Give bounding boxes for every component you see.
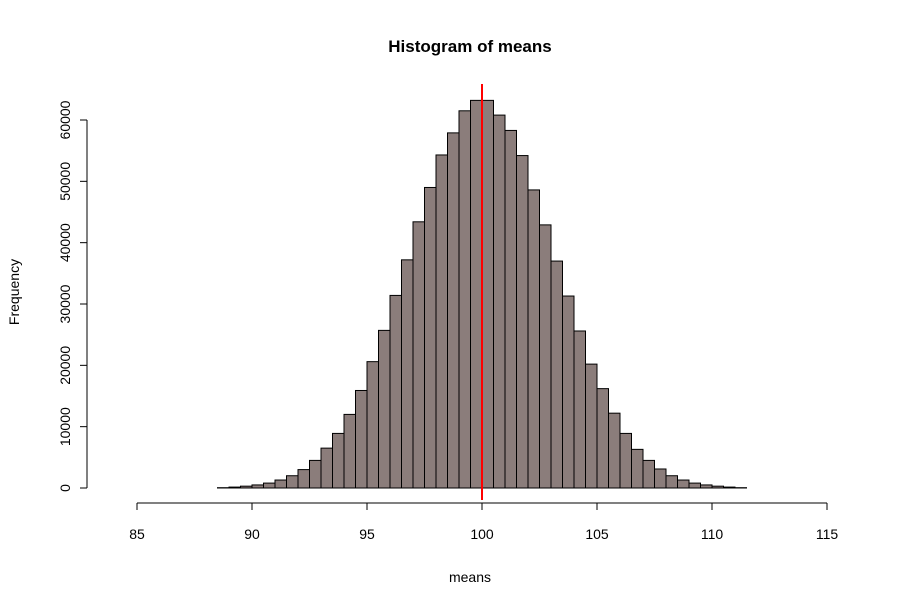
histogram-bar (608, 412, 621, 489)
x-tick-label: 85 (129, 526, 145, 542)
x-tick-label: 105 (585, 526, 609, 542)
x-axis-label: means (449, 569, 491, 585)
histogram-bar (596, 388, 609, 489)
x-tick-label: 115 (816, 526, 839, 542)
histogram-bar (286, 475, 299, 489)
y-axis: 0 10000 20000 30000 40000 50000 60000 (57, 100, 88, 492)
histogram-bar (665, 475, 678, 489)
histogram-bar (723, 486, 736, 489)
histogram-bar (263, 482, 276, 489)
histogram-bar (228, 486, 241, 489)
x-tick-label: 100 (470, 526, 494, 542)
y-tick-label: 20000 (57, 346, 73, 385)
histogram-bar (320, 447, 333, 489)
histogram-bar (332, 432, 345, 489)
histogram-bar (424, 186, 437, 489)
histogram-bar (711, 485, 724, 489)
histogram-bar (619, 432, 632, 489)
y-tick-label: 0 (57, 484, 73, 492)
x-tick-label: 95 (359, 526, 375, 542)
x-tick-label: 90 (244, 526, 260, 542)
histogram-bar (550, 260, 563, 489)
histogram-bar (389, 294, 402, 489)
histogram-bar (297, 469, 310, 489)
x-axis: 85 90 95 100 105 110 115 (129, 502, 839, 542)
histogram-bar (309, 459, 322, 489)
histogram-bar (435, 154, 448, 489)
histogram-bar (585, 363, 598, 489)
histogram-bar (573, 330, 586, 489)
histogram-bar (504, 129, 517, 489)
histogram-bar (470, 99, 483, 489)
histogram-bar (654, 468, 667, 489)
histogram-bar (240, 485, 253, 489)
histogram-bar (700, 484, 713, 489)
x-tick-label: 110 (701, 526, 724, 542)
histogram-bar (642, 459, 655, 489)
y-tick-label: 30000 (57, 284, 73, 323)
histogram-bar (366, 361, 379, 489)
histogram-bar (343, 413, 356, 489)
histogram-bar (447, 132, 460, 489)
chart-title: Histogram of means (388, 37, 551, 56)
y-tick-label: 50000 (57, 162, 73, 201)
histogram-bar (539, 224, 552, 489)
histogram-bar (458, 110, 471, 489)
histogram-bar (355, 389, 368, 489)
histogram-bar (631, 448, 644, 489)
histogram-bar (688, 482, 701, 489)
histogram-bar (412, 221, 425, 489)
histogram-bar (401, 259, 414, 489)
histogram-bar (378, 329, 391, 489)
y-tick-label: 60000 (57, 100, 73, 139)
histogram-bar (251, 484, 264, 489)
histogram-bar (481, 99, 494, 489)
histogram-bar (677, 479, 690, 489)
y-tick-label: 40000 (57, 223, 73, 262)
y-tick-label: 10000 (57, 407, 73, 446)
histogram-bar (527, 189, 540, 489)
histogram-bar (562, 295, 575, 489)
y-axis-label: Frequency (6, 259, 22, 325)
histogram-bar (493, 114, 506, 489)
histogram-bar (274, 479, 287, 489)
histogram-bar (516, 155, 529, 489)
